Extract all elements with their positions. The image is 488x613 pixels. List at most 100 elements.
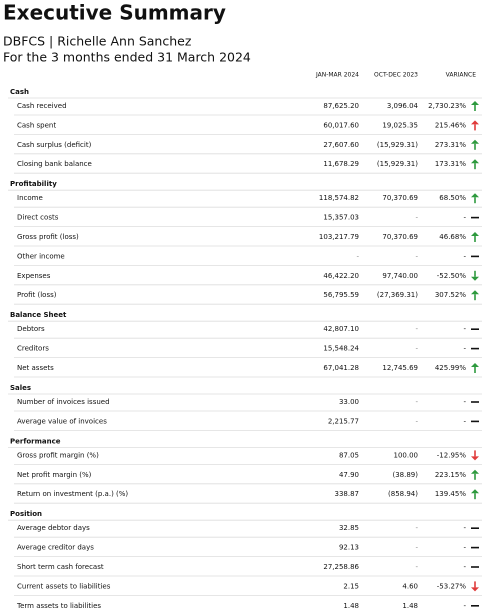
cell-value: 100.00: [394, 451, 419, 459]
cell-value: (27,369.31): [377, 291, 418, 299]
cell-value: 67,041.28: [323, 364, 359, 372]
section-header: Balance Sheet: [10, 311, 67, 319]
cell-value: 27,607.60: [323, 141, 359, 149]
row-label: Number of invoices issued: [17, 398, 110, 406]
section-header: Position: [10, 510, 42, 518]
cell-value: (15,929.31): [377, 141, 418, 149]
arrow-head: [471, 101, 479, 105]
cell-value: -52.50%: [437, 272, 467, 280]
cell-value: -: [415, 345, 418, 353]
cell-value: -: [415, 398, 418, 406]
cell-value: 273.31%: [435, 141, 466, 149]
row-label: Profit (loss): [17, 291, 57, 299]
row-label: Short term cash forecast: [17, 563, 104, 571]
arrow-head: [471, 232, 479, 236]
cell-value: -: [415, 524, 418, 532]
row-label: Creditors: [17, 345, 49, 353]
cell-value: 87.05: [339, 451, 359, 459]
row-label: Debtors: [17, 325, 45, 333]
cell-value: -: [356, 252, 359, 260]
cell-value: 223.15%: [435, 471, 466, 479]
cell-value: -: [463, 544, 466, 552]
row-label: Return on investment (p.a.) (%): [17, 490, 128, 498]
section-header: Cash: [10, 88, 29, 96]
cell-value: 12,745.69: [382, 364, 418, 372]
cell-value: -: [463, 417, 466, 425]
row-label: Cash spent: [17, 121, 56, 129]
row-label: Income: [17, 194, 43, 202]
cell-value: 2,215.77: [328, 417, 359, 425]
column-header: VARIANCE: [446, 72, 477, 79]
cell-value: -: [463, 252, 466, 260]
cell-value: 338.87: [335, 490, 360, 498]
cell-value: -: [463, 524, 466, 532]
row-label: Average debtor days: [17, 524, 90, 532]
cell-value: 173.31%: [435, 160, 466, 168]
cell-value: 2.15: [343, 582, 359, 590]
cell-value: 70,370.69: [382, 233, 418, 241]
column-header: JAN-MAR 2024: [315, 72, 359, 79]
cell-value: 3,096.04: [387, 102, 419, 110]
arrow-head: [471, 290, 479, 295]
arrow-head: [471, 193, 479, 198]
cell-value: 2,730.23%: [428, 102, 466, 110]
row-label: Cash received: [17, 102, 67, 110]
row-label: Net assets: [17, 364, 54, 372]
arrow-head: [471, 489, 479, 494]
cell-value: -12.95%: [437, 451, 467, 459]
cell-value: -: [415, 563, 418, 571]
cell-value: 46.68%: [439, 233, 466, 241]
arrow-head: [471, 469, 479, 474]
arrow-head: [471, 363, 479, 367]
cell-value: 103,217.79: [319, 233, 359, 241]
cell-value: -: [415, 417, 418, 425]
row-label: Gross profit (loss): [17, 233, 79, 241]
cell-value: 307.52%: [435, 291, 466, 299]
title: Executive Summary: [3, 1, 226, 25]
row-label: Gross profit margin (%): [17, 451, 99, 459]
cell-value: (15,929.31): [377, 160, 418, 168]
cell-value: 11,678.29: [323, 160, 359, 168]
cell-value: 1.48: [343, 602, 359, 610]
cell-value: -: [463, 345, 466, 353]
section-header: Performance: [10, 437, 61, 445]
cell-value: 47.90: [339, 471, 359, 479]
cell-value: (858.94): [388, 490, 418, 498]
cell-value: 118,574.82: [319, 194, 359, 202]
cell-value: -: [415, 214, 418, 222]
cell-value: -: [463, 398, 466, 406]
section-header: Profitability: [10, 180, 57, 188]
row-label: Net profit margin (%): [17, 471, 92, 479]
arrow-head: [471, 456, 479, 461]
cell-value: 139.45%: [435, 490, 466, 498]
cell-value: 32.85: [339, 524, 359, 532]
cell-value: -: [415, 325, 418, 333]
column-header: OCT-DEC 2023: [374, 72, 418, 79]
arrow-head: [471, 120, 479, 125]
row-label: Expenses: [17, 272, 51, 280]
cell-value: 215.46%: [435, 121, 466, 129]
cell-value: 70,370.69: [382, 194, 418, 202]
cell-value: 60,017.60: [323, 121, 359, 129]
row-label: Other income: [17, 252, 65, 260]
subtitle: DBFCS | Richelle Ann Sanchez: [3, 34, 192, 49]
cell-value: 425.99%: [435, 364, 466, 372]
arrow-head: [471, 139, 479, 144]
row-label: Average value of invoices: [17, 417, 107, 425]
row-label: Average creditor days: [17, 544, 94, 552]
cell-value: -53.27%: [437, 582, 467, 590]
cell-value: 4.60: [402, 582, 418, 590]
cell-value: 46,422.20: [323, 272, 359, 280]
row-label: Closing bank balance: [17, 160, 92, 168]
row-label: Cash surplus (deficit): [17, 141, 92, 149]
arrow-head: [471, 159, 479, 164]
period: For the 3 months ended 31 March 2024: [3, 50, 251, 65]
cell-value: 87,625.20: [323, 102, 359, 110]
arrow-head: [471, 587, 479, 592]
cell-value: 42,807.10: [323, 325, 359, 333]
row-label: Term assets to liabilities: [16, 602, 101, 610]
cell-value: -: [463, 325, 466, 333]
cell-value: -: [415, 544, 418, 552]
cell-value: 27,258.86: [323, 563, 359, 571]
